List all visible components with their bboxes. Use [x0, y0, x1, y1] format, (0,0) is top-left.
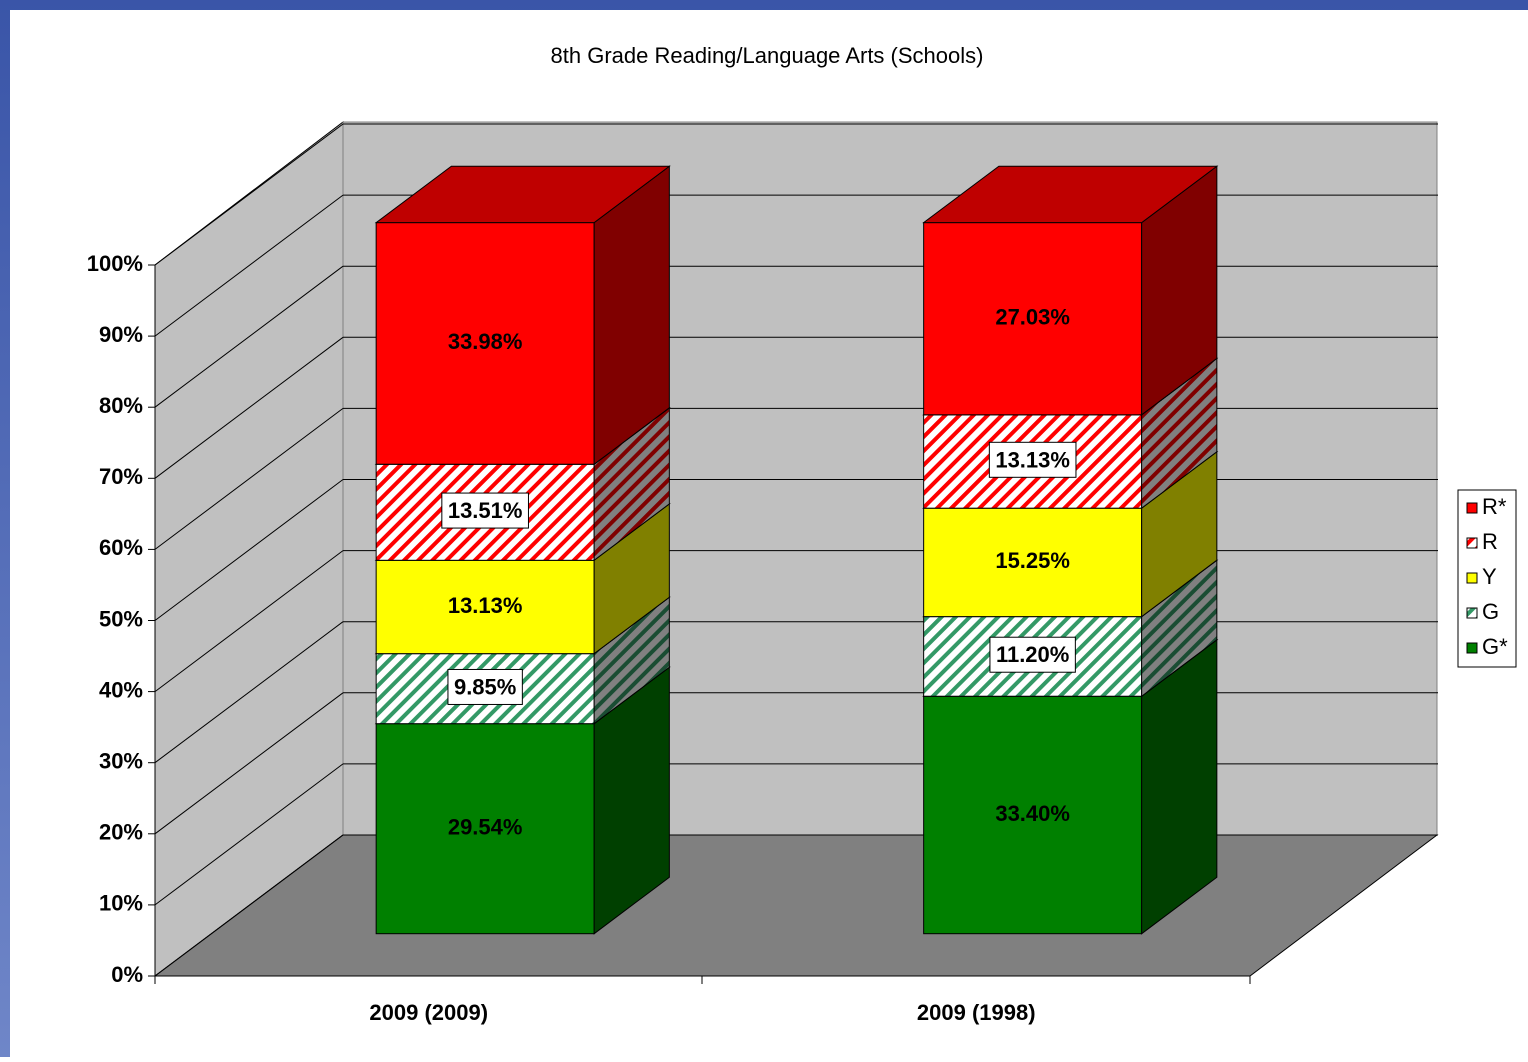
- legend-swatch: [1466, 642, 1478, 654]
- legend-label: G*: [1482, 634, 1508, 659]
- y-tick-label: 0%: [111, 962, 143, 987]
- y-tick-label: 100%: [87, 251, 143, 276]
- grid-line: [154, 621, 344, 764]
- y-tick-label: 30%: [99, 749, 143, 774]
- y-tick-label: 80%: [99, 393, 143, 418]
- value-label: 33.40%: [995, 801, 1070, 826]
- value-label: 13.51%: [448, 498, 523, 523]
- legend-label: Y: [1482, 564, 1497, 589]
- value-label: 15.25%: [995, 548, 1070, 573]
- value-label-box: [988, 441, 1077, 478]
- x-tick-label: 2009 (2009): [369, 1000, 488, 1025]
- legend-label: R*: [1482, 494, 1507, 519]
- value-label: 29.54%: [448, 814, 523, 839]
- grid-line: [154, 265, 344, 408]
- bar-segment: [923, 222, 1143, 416]
- x-tick-label: 2009 (1998): [917, 1000, 1036, 1025]
- bar-top: [374, 165, 671, 224]
- y-tick-label: 70%: [99, 464, 143, 489]
- grid-line: [154, 407, 344, 550]
- bar-segment: [375, 723, 595, 935]
- legend-swatch: [1466, 607, 1478, 619]
- grid-line: [154, 123, 344, 266]
- y-tick-label: 60%: [99, 535, 143, 560]
- legend-swatch: [1466, 572, 1478, 584]
- y-tick-label: 20%: [99, 820, 143, 845]
- value-label: 13.13%: [995, 447, 1070, 472]
- bar-segment: [923, 507, 1143, 618]
- value-label: 27.03%: [995, 305, 1070, 330]
- grid-line: [154, 692, 344, 835]
- legend-swatch: [1466, 537, 1478, 549]
- y-tick-label: 40%: [99, 677, 143, 702]
- bar-segment: [375, 559, 595, 655]
- y-tick-label: 90%: [99, 322, 143, 347]
- y-tick-label: 50%: [99, 606, 143, 631]
- value-label-box: [447, 668, 523, 705]
- grid-line: [154, 763, 344, 906]
- floor: [153, 834, 1439, 977]
- grid-line: [154, 194, 344, 337]
- grid-line: [154, 550, 344, 692]
- side-wall: [154, 120, 344, 977]
- value-label: 33.98%: [448, 329, 523, 354]
- grid-line: [154, 834, 344, 977]
- bar-segment: [923, 695, 1143, 935]
- value-label-box: [989, 636, 1076, 673]
- value-label: 13.13%: [448, 593, 523, 618]
- value-label: 11.20%: [996, 642, 1069, 667]
- chart-title: 8th Grade Reading/Language Arts (Schools…: [551, 43, 984, 68]
- grid-line: [154, 336, 344, 479]
- bar-top: [922, 165, 1219, 224]
- legend-swatch: [1466, 502, 1478, 514]
- bar-segment: [375, 222, 595, 465]
- y-tick-label: 10%: [99, 891, 143, 916]
- grid-line: [154, 479, 344, 621]
- legend-label: G: [1482, 599, 1499, 624]
- legend-label: R: [1482, 529, 1498, 554]
- value-label-box: [441, 492, 529, 529]
- value-label: 9.85%: [454, 674, 516, 699]
